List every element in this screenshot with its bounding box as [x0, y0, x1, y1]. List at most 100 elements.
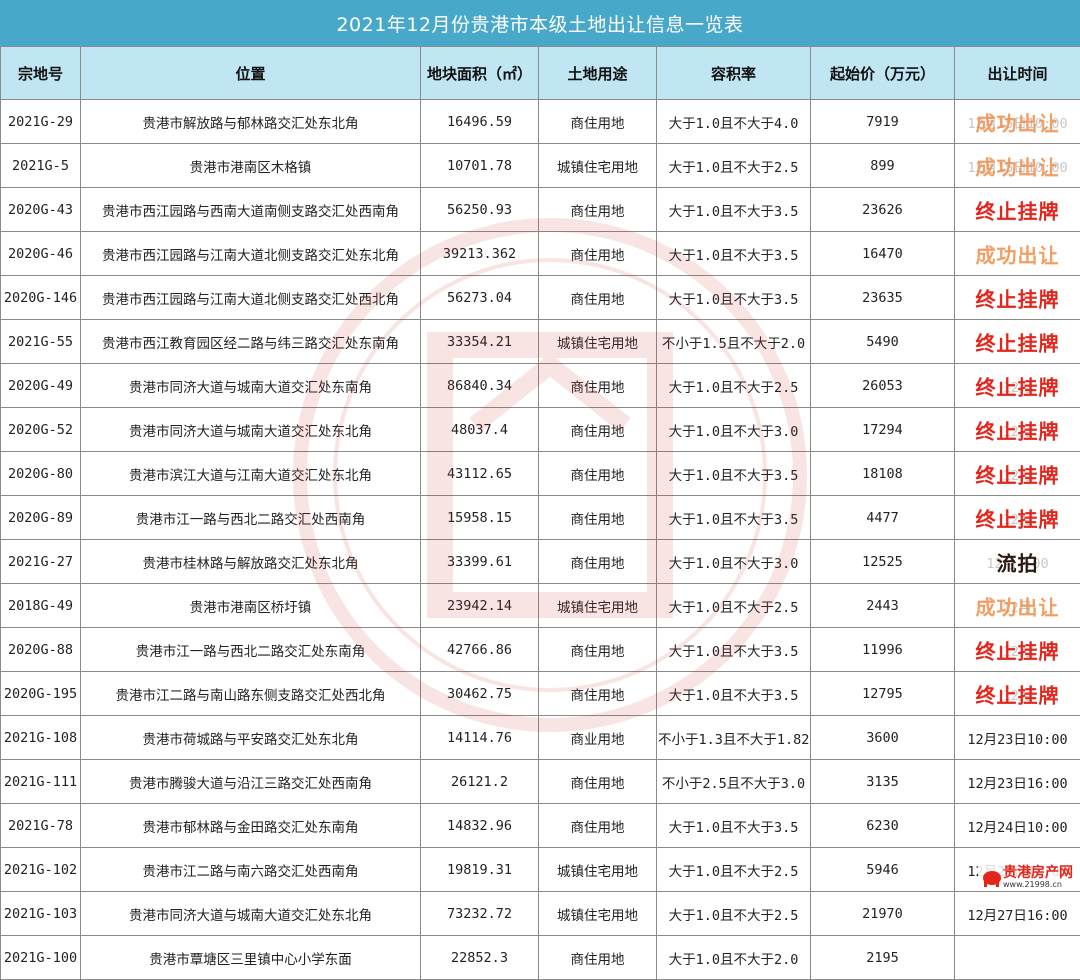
cell-far: 不小于1.3且不大于1.82 — [657, 716, 811, 760]
cell-id: 2020G-89 — [1, 496, 81, 540]
cell-time: 12月24日10:00 — [955, 804, 1080, 848]
status-stamp: 终止挂牌 — [976, 283, 1060, 312]
cell-price: 3600 — [811, 716, 955, 760]
cell-id: 2020G-49 — [1, 364, 81, 408]
cell-price: 23635 — [811, 276, 955, 320]
cell-far: 大于1.0且不大于2.0 — [657, 936, 811, 980]
cell-id: 2020G-80 — [1, 452, 81, 496]
time-text: 12月24日10:00 — [967, 820, 1067, 836]
cell-far: 大于1.0且不大于3.0 — [657, 540, 811, 584]
cell-area: 73232.72 — [421, 892, 539, 936]
time-text: 12月23日16:00 — [967, 776, 1067, 792]
cell-area: 14114.76 — [421, 716, 539, 760]
cell-id: 2018G-49 — [1, 584, 81, 628]
cell-time: 12月终止挂牌 — [955, 408, 1080, 452]
cell-use: 城镇住宅用地 — [539, 144, 657, 188]
cell-time — [955, 936, 1080, 980]
cell-time: 终止挂牌 — [955, 276, 1080, 320]
site-logo: 贵港房产网 www.21998.cn — [978, 865, 1076, 890]
cell-id: 2021G-108 — [1, 716, 81, 760]
cell-id: 2021G-5 — [1, 144, 81, 188]
cell-price: 18108 — [811, 452, 955, 496]
cell-time: 12月终止挂牌 — [955, 364, 1080, 408]
time-text: 12月23日10:00 — [967, 732, 1067, 748]
cell-time: 12月成功出让 — [955, 584, 1080, 628]
cell-use: 商住用地 — [539, 276, 657, 320]
cell-area: 39213.362 — [421, 232, 539, 276]
cell-far: 大于1.0且不大于3.5 — [657, 496, 811, 540]
time-text: 12月27日16:00 — [967, 908, 1067, 924]
cell-id: 2020G-195 — [1, 672, 81, 716]
status-stamp: 成功出让 — [976, 239, 1060, 268]
cell-area: 10701.78 — [421, 144, 539, 188]
cell-location: 贵港市江一路与西北二路交汇处东南角 — [81, 628, 421, 672]
cell-area: 48037.4 — [421, 408, 539, 452]
cell-location: 贵港市同济大道与城南大道交汇处东南角 — [81, 364, 421, 408]
cell-location: 贵港市同济大道与城南大道交汇处东北角 — [81, 892, 421, 936]
cell-location: 贵港市西江园路与江南大道北侧支路交汇处东北角 — [81, 232, 421, 276]
cell-far: 大于1.0且不大于2.5 — [657, 364, 811, 408]
cell-use: 商住用地 — [539, 672, 657, 716]
status-stamp: 终止挂牌 — [976, 679, 1060, 708]
cell-location: 贵港市港南区木格镇 — [81, 144, 421, 188]
col-header-id: 宗地号 — [1, 47, 81, 100]
cell-use: 城镇住宅用地 — [539, 892, 657, 936]
status-stamp: 成功出让 — [976, 151, 1060, 180]
cell-use: 商住用地 — [539, 408, 657, 452]
cell-time: 终止挂牌 — [955, 320, 1080, 364]
cell-area: 22852.3 — [421, 936, 539, 980]
cell-location: 贵港市西江园路与江南大道北侧支路交汇处西北角 — [81, 276, 421, 320]
cell-price: 5490 — [811, 320, 955, 364]
cell-price: 12525 — [811, 540, 955, 584]
cell-price: 6230 — [811, 804, 955, 848]
cell-location: 贵港市解放路与郁林路交汇处东北角 — [81, 100, 421, 144]
cell-far: 大于1.0且不大于3.5 — [657, 628, 811, 672]
cell-location: 贵港市江一路与西北二路交汇处西南角 — [81, 496, 421, 540]
cell-use: 商住用地 — [539, 100, 657, 144]
cell-time: 12月终止挂牌 — [955, 452, 1080, 496]
status-stamp: 终止挂牌 — [976, 503, 1060, 532]
cell-price: 21970 — [811, 892, 955, 936]
cell-id: 2020G-146 — [1, 276, 81, 320]
cell-price: 899 — [811, 144, 955, 188]
cell-id: 2021G-111 — [1, 760, 81, 804]
cell-far: 大于1.0且不大于3.5 — [657, 276, 811, 320]
cell-price: 5946 — [811, 848, 955, 892]
col-header-price: 起始价（万元） — [811, 47, 955, 100]
cell-location: 贵港市江二路与南山路东侧支路交汇处西北角 — [81, 672, 421, 716]
cell-price: 11996 — [811, 628, 955, 672]
cell-time: 12月27日16:00 — [955, 892, 1080, 936]
cell-location: 贵港市西江教育园区经二路与纬三路交汇处东南角 — [81, 320, 421, 364]
cell-price: 26053 — [811, 364, 955, 408]
cell-use: 商住用地 — [539, 452, 657, 496]
col-header-far: 容积率 — [657, 47, 811, 100]
cell-far: 大于1.0且不大于3.5 — [657, 188, 811, 232]
cell-use: 商住用地 — [539, 496, 657, 540]
header-row: 宗地号 位置 地块面积（㎡） 土地用途 容积率 起始价（万元） 出让时间 — [1, 47, 1080, 100]
cell-price: 16470 — [811, 232, 955, 276]
status-stamp: 终止挂牌 — [976, 635, 1060, 664]
cell-price: 23626 — [811, 188, 955, 232]
status-stamp: 流拍 — [997, 547, 1039, 576]
cell-area: 33399.61 — [421, 540, 539, 584]
col-header-area: 地块面积（㎡） — [421, 47, 539, 100]
status-stamp: 终止挂牌 — [976, 459, 1060, 488]
status-stamp: 终止挂牌 — [976, 415, 1060, 444]
cell-far: 不小于1.5且不大于2.0 — [657, 320, 811, 364]
cell-area: 14832.96 — [421, 804, 539, 848]
status-stamp: 终止挂牌 — [976, 195, 1060, 224]
land-table: 宗地号 位置 地块面积（㎡） 土地用途 容积率 起始价（万元） 出让时间 202… — [0, 46, 1080, 980]
cell-use: 城镇住宅用地 — [539, 848, 657, 892]
